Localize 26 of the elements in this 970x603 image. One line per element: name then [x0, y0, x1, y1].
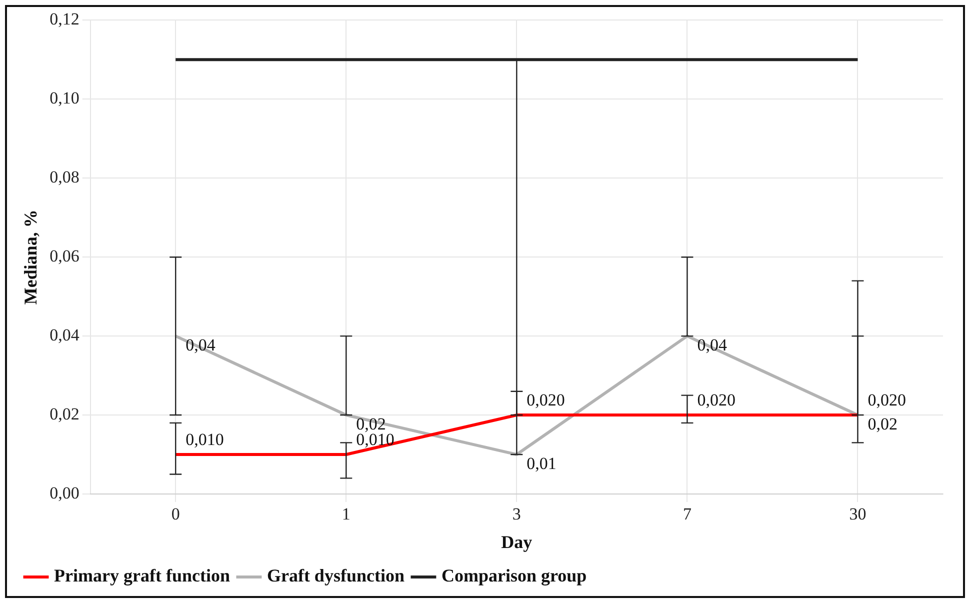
- x-tick-label: 0: [171, 504, 180, 524]
- x-tick-label: 1: [342, 504, 350, 524]
- data-label: 0,04: [697, 336, 728, 355]
- legend-label: Comparison group: [441, 566, 587, 586]
- data-label: 0,04: [186, 336, 216, 355]
- y-axis-title: Mediana, %: [20, 210, 40, 305]
- x-tick-label: 30: [849, 504, 866, 524]
- data-label: 0,020: [868, 390, 906, 410]
- y-tick-label: 0,02: [50, 404, 80, 424]
- y-tick-label: 0,08: [50, 168, 80, 187]
- data-label: 0,020: [526, 390, 565, 410]
- data-label: 0,020: [697, 390, 736, 410]
- y-tick-label: 0,00: [50, 483, 80, 502]
- data-label: 0,02: [356, 414, 386, 434]
- x-tick-label: 3: [512, 504, 521, 524]
- y-tick-label: 0,04: [50, 326, 80, 345]
- data-label: 0,010: [186, 430, 224, 449]
- data-label: 0,02: [868, 414, 898, 434]
- y-tick-label: 0,12: [50, 10, 80, 29]
- x-tick-label: 7: [682, 504, 692, 524]
- data-label: 0,01: [526, 454, 556, 473]
- y-tick-label: 0,06: [50, 246, 80, 266]
- legend-label: Primary graft function: [54, 566, 230, 586]
- x-axis-title: Day: [501, 532, 532, 552]
- legend-label: Graft dysfunction: [266, 566, 404, 586]
- y-tick-label: 0,10: [50, 88, 80, 108]
